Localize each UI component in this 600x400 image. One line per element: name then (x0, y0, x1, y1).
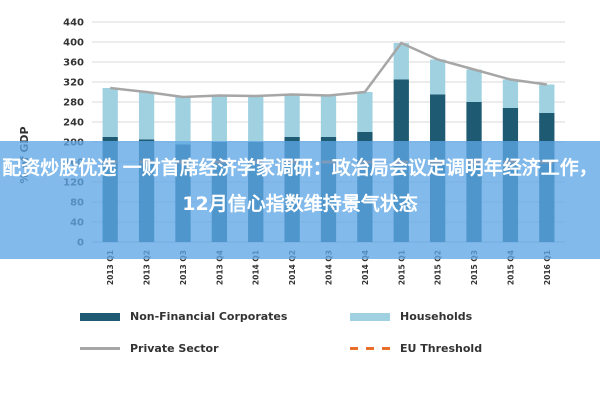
legend-swatch-households (350, 312, 390, 321)
legend-item-ncf: Non-Financial Corporates (80, 310, 287, 323)
bar-households (357, 92, 373, 132)
x-tick-label: 2013 Q4 (215, 250, 224, 285)
headline-text: 配资炒股优选 一财首席经济学家调研：政治局会议定调明年经济工作，12月信心指数维… (2, 157, 598, 215)
y-tick-label: 280 (63, 98, 84, 109)
legend-item-private: Private Sector (80, 342, 219, 355)
legend-label-eu: EU Threshold (400, 342, 483, 355)
x-tick-label: 2014 Q2 (288, 250, 297, 285)
bar-households (539, 84, 555, 113)
legend-label-ncf: Non-Financial Corporates (130, 310, 288, 323)
legend-swatch-private (80, 347, 120, 350)
bar-households (466, 69, 482, 102)
bar-households (502, 79, 519, 108)
bar-households (138, 92, 155, 140)
line-private-sector (110, 41, 547, 99)
y-tick-label: 320 (63, 78, 84, 89)
x-tick-label: 2014 Q4 (361, 250, 370, 285)
headline-banner (0, 141, 600, 259)
x-tick-label: 2013 Q2 (143, 250, 152, 285)
x-tick-label: 2013 Q1 (106, 250, 115, 285)
x-tick-label: 2016 Q1 (543, 250, 552, 285)
bar-households (175, 97, 191, 145)
y-tick-label: 240 (63, 118, 84, 129)
bar-households (430, 59, 446, 95)
x-tick-label: 2014 Q3 (325, 250, 334, 285)
legend-item-households: Households (350, 310, 472, 323)
legend-label-private: Private Sector (130, 342, 219, 355)
legend: Non-Financial Corporates Households Priv… (80, 310, 560, 366)
legend-label-households: Households (400, 310, 473, 323)
y-tick-label: 400 (63, 38, 84, 49)
x-tick-label: 2015 Q3 (470, 250, 479, 285)
bar-households (284, 94, 300, 137)
x-tick-label: 2014 Q1 (252, 250, 261, 285)
bar-households (102, 88, 118, 137)
legend-swatch-ncf (80, 312, 120, 321)
y-tick-label: 440 (63, 18, 84, 29)
bar-households (320, 95, 337, 137)
bar-households (211, 95, 227, 142)
bar-households (393, 43, 409, 80)
bar-households (248, 96, 264, 142)
x-tick-label: 2015 Q2 (434, 250, 443, 285)
legend-item-eu: EU Threshold (350, 342, 482, 355)
x-tick-label: 2013 Q3 (179, 250, 188, 285)
x-tick-label: 2015 Q4 (506, 250, 515, 285)
x-tick-label: 2015 Q1 (397, 250, 406, 285)
y-tick-label: 360 (63, 58, 84, 69)
legend-swatch-eu (350, 347, 390, 350)
x-axis-categories: 2013 Q1 2013 Q2 2013 Q3 2013 Q4 2014 Q1 2014 … (106, 250, 552, 285)
